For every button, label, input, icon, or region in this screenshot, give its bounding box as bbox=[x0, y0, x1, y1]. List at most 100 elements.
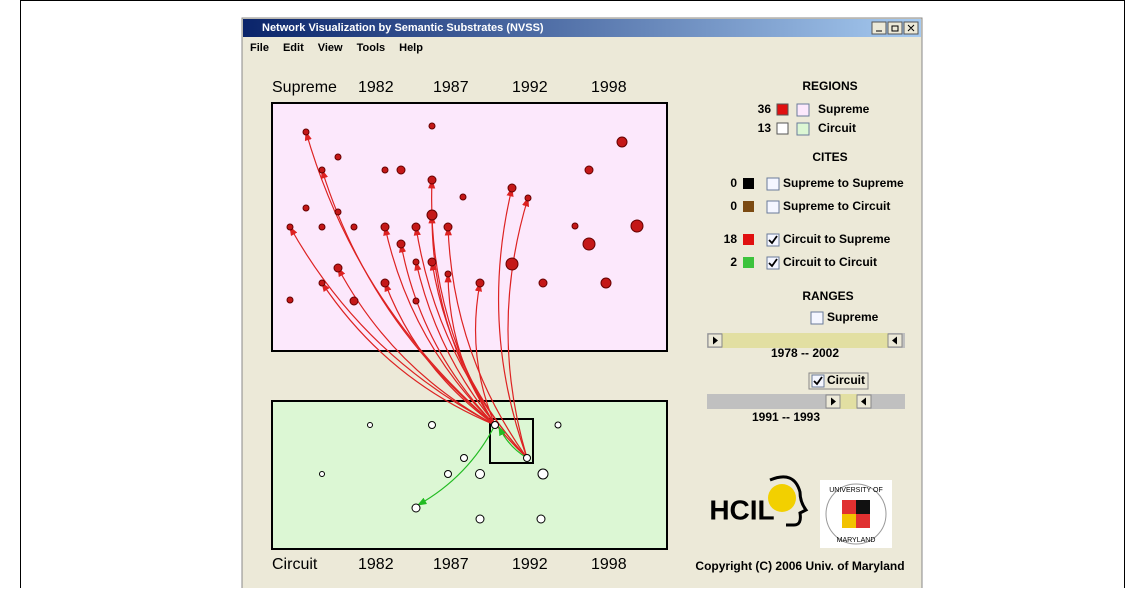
supreme-node[interactable] bbox=[475, 278, 485, 288]
edge bbox=[444, 272, 496, 426]
slider-range[interactable] bbox=[840, 394, 857, 409]
supreme-node[interactable] bbox=[600, 277, 612, 289]
checkbox[interactable] bbox=[766, 233, 780, 247]
supreme-node[interactable] bbox=[396, 165, 406, 175]
supreme-node[interactable] bbox=[584, 165, 594, 175]
swatch bbox=[743, 178, 754, 189]
circuit-node[interactable] bbox=[319, 471, 325, 477]
check-mark bbox=[813, 376, 823, 386]
edge bbox=[497, 186, 528, 459]
cite-label: Circuit to Circuit bbox=[783, 255, 877, 269]
menu-item[interactable]: File bbox=[250, 42, 269, 54]
count: 13 bbox=[758, 121, 772, 135]
hcil-text: HCIL bbox=[709, 494, 774, 525]
range-label: Supreme bbox=[827, 310, 879, 324]
checkbox[interactable] bbox=[766, 200, 780, 214]
supreme-node[interactable] bbox=[411, 222, 421, 232]
circuit-node[interactable] bbox=[411, 503, 421, 513]
supreme-node[interactable] bbox=[412, 258, 420, 266]
checkbox[interactable] bbox=[810, 311, 824, 325]
supreme-node[interactable] bbox=[286, 296, 294, 304]
supreme-node[interactable] bbox=[380, 278, 390, 288]
supreme-node[interactable] bbox=[616, 136, 628, 148]
supreme-node[interactable] bbox=[524, 194, 532, 202]
supreme-node[interactable] bbox=[427, 257, 437, 267]
supreme-node[interactable] bbox=[286, 223, 294, 231]
supreme-node[interactable] bbox=[333, 263, 343, 273]
circuit-node[interactable] bbox=[475, 514, 485, 524]
check-mark bbox=[768, 235, 778, 245]
year-label: 1982 bbox=[358, 556, 394, 573]
count: 36 bbox=[758, 102, 772, 116]
circuit-node[interactable] bbox=[536, 514, 546, 524]
circuit-node[interactable] bbox=[491, 421, 499, 429]
menu-item[interactable]: Edit bbox=[283, 42, 304, 54]
supreme-node[interactable] bbox=[412, 297, 420, 305]
region-color[interactable] bbox=[796, 103, 810, 117]
section-title: RANGES bbox=[802, 289, 853, 303]
supreme-node[interactable] bbox=[443, 222, 453, 232]
circuit-node[interactable] bbox=[444, 470, 452, 478]
checkbox[interactable] bbox=[811, 374, 825, 388]
menu-item[interactable]: Help bbox=[399, 42, 423, 54]
supreme-node[interactable] bbox=[630, 219, 644, 233]
range-label: Circuit bbox=[827, 373, 865, 387]
supreme-node[interactable] bbox=[571, 222, 579, 230]
seal-bottom: MARYLAND bbox=[837, 537, 876, 544]
supreme-node[interactable] bbox=[427, 175, 437, 185]
supreme-node[interactable] bbox=[426, 209, 438, 221]
edge bbox=[289, 225, 496, 426]
menu-item[interactable]: View bbox=[318, 42, 343, 54]
supreme-node[interactable] bbox=[302, 204, 310, 212]
supreme-node[interactable] bbox=[334, 153, 342, 161]
circuit-node[interactable] bbox=[475, 469, 485, 479]
circuit-node[interactable] bbox=[554, 421, 562, 429]
supreme-node[interactable] bbox=[538, 278, 548, 288]
circuit-node[interactable] bbox=[428, 421, 436, 429]
circuit-node[interactable] bbox=[460, 454, 468, 462]
supreme-node[interactable] bbox=[318, 166, 326, 174]
supreme-node[interactable] bbox=[318, 279, 326, 287]
count: 0 bbox=[730, 176, 737, 190]
supreme-node[interactable] bbox=[507, 183, 517, 193]
frame bbox=[20, 0, 1125, 593]
substrate-name: Circuit bbox=[272, 556, 318, 573]
window-buttons[interactable] bbox=[871, 21, 919, 35]
circuit-node[interactable] bbox=[367, 422, 373, 428]
supreme-node[interactable] bbox=[349, 296, 359, 306]
edge bbox=[429, 260, 528, 459]
thumb-arrow bbox=[892, 336, 897, 345]
supreme-node[interactable] bbox=[505, 257, 519, 271]
circuit-node[interactable] bbox=[537, 468, 549, 480]
supreme-node[interactable] bbox=[302, 128, 310, 136]
checkbox[interactable] bbox=[766, 177, 780, 191]
supreme-node[interactable] bbox=[582, 237, 596, 251]
supreme-node[interactable] bbox=[380, 222, 390, 232]
section-title: REGIONS bbox=[802, 79, 857, 93]
supreme-node[interactable] bbox=[381, 166, 389, 174]
supreme-node[interactable] bbox=[334, 208, 342, 216]
checkbox[interactable] bbox=[766, 256, 780, 270]
selection-box[interactable] bbox=[489, 418, 534, 464]
region-color[interactable] bbox=[796, 122, 810, 136]
umd-seal: UNIVERSITY OF MARYLAND bbox=[820, 480, 892, 548]
supreme-node[interactable] bbox=[444, 270, 452, 278]
slider-range[interactable] bbox=[722, 333, 888, 348]
supreme-node[interactable] bbox=[459, 193, 467, 201]
cite-label: Supreme to Circuit bbox=[783, 199, 890, 213]
circuit-node[interactable] bbox=[523, 454, 531, 462]
check-mark bbox=[768, 258, 778, 268]
slider-track[interactable] bbox=[707, 394, 905, 409]
swatch bbox=[776, 122, 789, 135]
circuit-region bbox=[271, 400, 668, 550]
region-label: Circuit bbox=[818, 121, 856, 135]
hcil-logo: HCIL bbox=[709, 475, 809, 527]
edge bbox=[507, 196, 530, 459]
menu-item[interactable]: Tools bbox=[357, 42, 386, 54]
supreme-node[interactable] bbox=[318, 223, 326, 231]
supreme-node[interactable] bbox=[428, 122, 436, 130]
swatch bbox=[743, 234, 754, 245]
supreme-node[interactable] bbox=[350, 223, 358, 231]
cite-label: Circuit to Supreme bbox=[783, 232, 891, 246]
supreme-node[interactable] bbox=[396, 239, 406, 249]
